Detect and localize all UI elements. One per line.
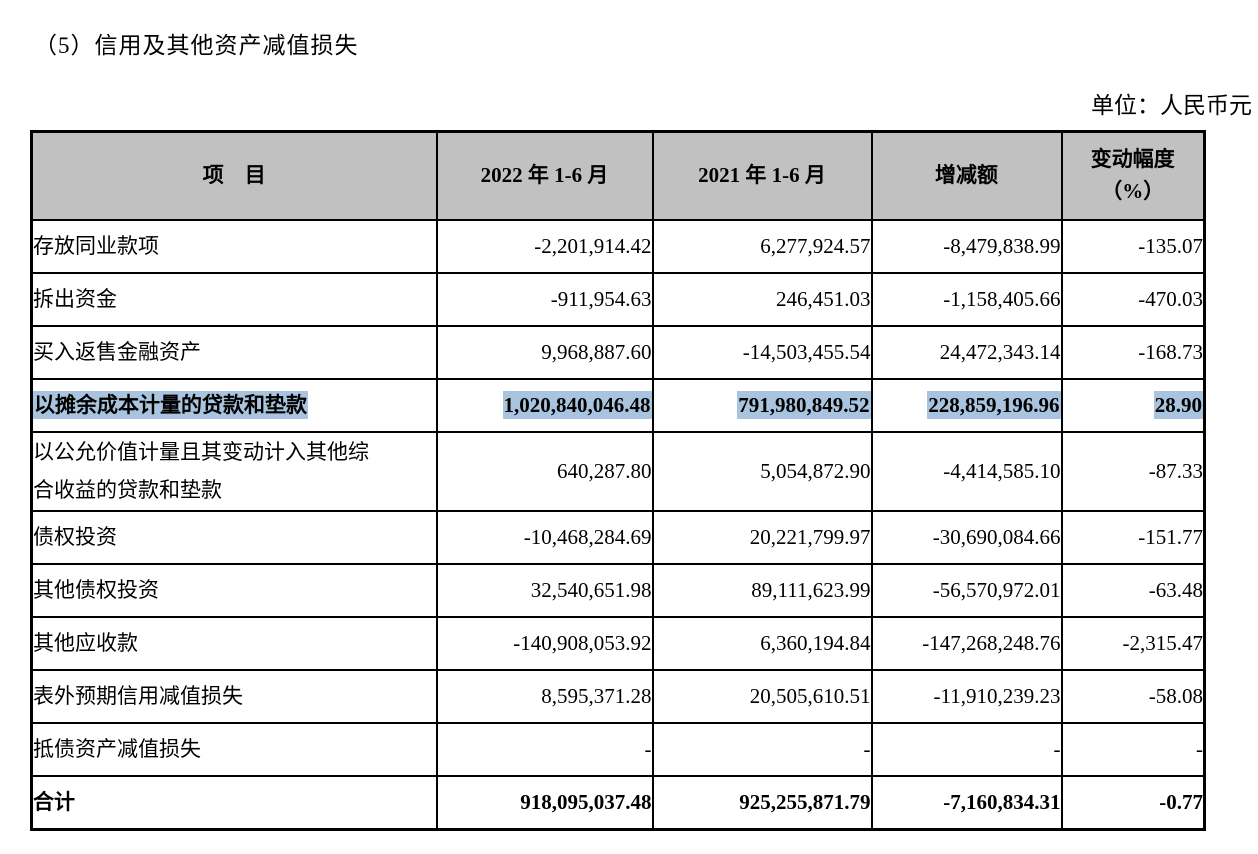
table-row: 拆出资金 -911,954.63 246,451.03 -1,158,405.66 -4… <box>30 271 1206 327</box>
header-change-amount: 增减额 <box>870 130 1063 221</box>
row-label: 其他债权投资 <box>30 563 438 619</box>
value-change-pct: - <box>1060 722 1206 778</box>
row-label: 以摊余成本计量的贷款和垫款 <box>30 377 438 433</box>
value-change-pct: -63.48 <box>1060 563 1206 619</box>
value-2021: 925,255,871.79 <box>651 775 873 831</box>
value-2022: 640,287.80 <box>435 430 654 513</box>
value-change-pct: -0.77 <box>1060 775 1206 831</box>
table-row: 其他债权投资 32,540,651.98 89,111,623.99 -56,570,… <box>30 563 1206 619</box>
value-change: -147,268,248.76 <box>870 616 1063 672</box>
value-change-pct: -151.77 <box>1060 510 1206 566</box>
value-2021: 791,980,849.52 <box>651 377 873 433</box>
highlighted-text: 228,859,196.96 <box>927 390 1061 419</box>
impairment-table: 项 目 2022 年 1-6 月 2021 年 1-6 月 增减额 变动幅度 （… <box>30 130 1206 831</box>
value-change: -7,160,834.31 <box>870 775 1063 831</box>
value-2021: 89,111,623.99 <box>651 563 873 619</box>
highlighted-text: 791,980,849.52 <box>737 390 871 419</box>
value-change: 24,472,343.14 <box>870 324 1063 380</box>
total-row: 合计 918,095,037.48 925,255,871.79 -7,160,834… <box>30 775 1206 831</box>
value-change: - <box>870 722 1063 778</box>
value-2021: 246,451.03 <box>651 271 873 327</box>
value-2022: 918,095,037.48 <box>435 775 654 831</box>
table-body: 存放同业款项 -2,201,914.42 6,277,924.57 -8,479,83… <box>30 218 1206 831</box>
value-change: -8,479,838.99 <box>870 218 1063 274</box>
value-change-pct: -470.03 <box>1060 271 1206 327</box>
row-label: 以公允价值计量且其变动计入其他综 合收益的贷款和垫款 <box>30 430 438 513</box>
value-2021: 6,360,194.84 <box>651 616 873 672</box>
table-row: 表外预期信用减值损失 8,595,371.28 20,505,610.51 -11,9… <box>30 669 1206 725</box>
value-2022: 1,020,840,046.48 <box>435 377 654 433</box>
value-2021: 20,505,610.51 <box>651 669 873 725</box>
value-change: -56,570,972.01 <box>870 563 1063 619</box>
table-row: 存放同业款项 -2,201,914.42 6,277,924.57 -8,479,83… <box>30 218 1206 274</box>
row-label: 债权投资 <box>30 510 438 566</box>
value-2022: 32,540,651.98 <box>435 563 654 619</box>
value-change: 228,859,196.96 <box>870 377 1063 433</box>
table-row: 买入返售金融资产 9,968,887.60 -14,503,455.54 24,472… <box>30 324 1206 380</box>
row-label: 其他应收款 <box>30 616 438 672</box>
section-title: （5）信用及其他资产减值损失 <box>34 33 359 58</box>
header-change-pct: 变动幅度 （%） <box>1060 130 1206 221</box>
highlighted-text: 1,020,840,046.48 <box>502 390 652 419</box>
value-2022: -140,908,053.92 <box>435 616 654 672</box>
value-2022: 8,595,371.28 <box>435 669 654 725</box>
value-2021: 6,277,924.57 <box>651 218 873 274</box>
header-row: 项 目 2022 年 1-6 月 2021 年 1-6 月 增减额 变动幅度 （… <box>30 130 1206 221</box>
value-change: -4,414,585.10 <box>870 430 1063 513</box>
highlighted-text: 28.90 <box>1153 390 1203 419</box>
value-change-pct: -135.07 <box>1060 218 1206 274</box>
table-row: 债权投资 -10,468,284.69 20,221,799.97 -30,690,0… <box>30 510 1206 566</box>
value-change-pct: -2,315.47 <box>1060 616 1206 672</box>
header-item: 项 目 <box>30 130 438 221</box>
value-2022: -911,954.63 <box>435 271 654 327</box>
value-2021: - <box>651 722 873 778</box>
value-2021: 20,221,799.97 <box>651 510 873 566</box>
table-row: 其他应收款 -140,908,053.92 6,360,194.84 -147,268… <box>30 616 1206 672</box>
row-label: 拆出资金 <box>30 271 438 327</box>
table-row: 以公允价值计量且其变动计入其他综 合收益的贷款和垫款 640,287.80 5,05… <box>30 430 1206 513</box>
value-2022: 9,968,887.60 <box>435 324 654 380</box>
table-header: 项 目 2022 年 1-6 月 2021 年 1-6 月 增减额 变动幅度 （… <box>30 130 1206 221</box>
value-2022: -2,201,914.42 <box>435 218 654 274</box>
value-2022: -10,468,284.69 <box>435 510 654 566</box>
row-label: 合计 <box>30 775 438 831</box>
row-label: 抵债资产减值损失 <box>30 722 438 778</box>
row-label: 存放同业款项 <box>30 218 438 274</box>
row-label: 买入返售金融资产 <box>30 324 438 380</box>
value-change-pct: -87.33 <box>1060 430 1206 513</box>
value-change-pct: -168.73 <box>1060 324 1206 380</box>
value-2021: -14,503,455.54 <box>651 324 873 380</box>
value-2022: - <box>435 722 654 778</box>
highlighted-text: 以摊余成本计量的贷款和垫款 <box>33 390 308 419</box>
value-2021: 5,054,872.90 <box>651 430 873 513</box>
value-change: -1,158,405.66 <box>870 271 1063 327</box>
row-label: 表外预期信用减值损失 <box>30 669 438 725</box>
table-row: 以摊余成本计量的贷款和垫款 1,020,840,046.48 791,980,849… <box>30 377 1206 433</box>
value-change: -11,910,239.23 <box>870 669 1063 725</box>
table-row: 抵债资产减值损失 - - - - <box>30 722 1206 778</box>
currency-unit-label: 单位：人民币元 <box>1091 93 1252 118</box>
header-period-2022: 2022 年 1-6 月 <box>435 130 654 221</box>
value-change-pct: 28.90 <box>1060 377 1206 433</box>
header-period-2021: 2021 年 1-6 月 <box>651 130 873 221</box>
value-change-pct: -58.08 <box>1060 669 1206 725</box>
value-change: -30,690,084.66 <box>870 510 1063 566</box>
